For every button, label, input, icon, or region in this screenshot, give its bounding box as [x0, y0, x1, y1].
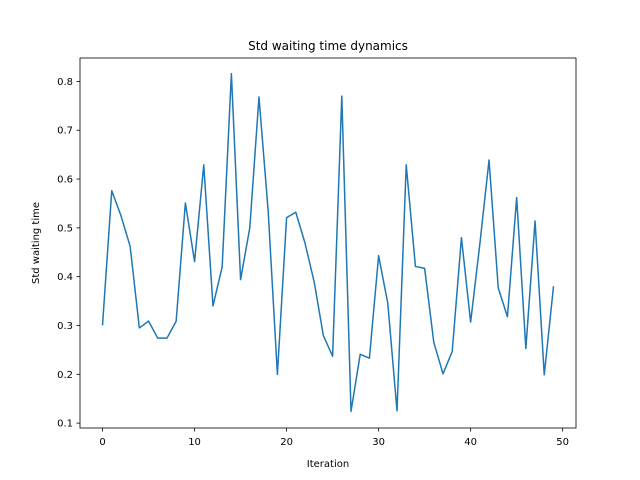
y-tick-label: 0.4: [57, 272, 73, 283]
x-axis: 0 10 20 30 40 50: [99, 428, 569, 448]
x-tick-label: 40: [464, 437, 477, 448]
y-tick-label: 0.5: [57, 223, 73, 234]
x-tick-label: 30: [372, 437, 385, 448]
chart-title: Std waiting time dynamics: [248, 39, 408, 53]
x-tick-label: 50: [556, 437, 569, 448]
x-tick-label: 10: [188, 437, 201, 448]
y-tick-label: 0.6: [57, 175, 73, 186]
x-tick-label: 0: [99, 437, 105, 448]
y-tick-label: 0.2: [57, 370, 73, 381]
x-axis-label: Iteration: [307, 459, 349, 470]
y-tick-label: 0.8: [57, 77, 73, 88]
series-line: [101, 72, 555, 413]
y-tick-label: 0.3: [57, 321, 73, 332]
axes-frame: [79, 57, 577, 429]
plot-area: [101, 72, 555, 413]
y-tick-label: 0.1: [57, 419, 73, 430]
y-axis: 0.1 0.2 0.3 0.4 0.5 0.6 0.7 0.8: [57, 77, 80, 430]
x-tick-label: 20: [280, 437, 293, 448]
y-axis-label: Std waiting time: [31, 202, 42, 284]
y-tick-label: 0.7: [57, 126, 73, 137]
